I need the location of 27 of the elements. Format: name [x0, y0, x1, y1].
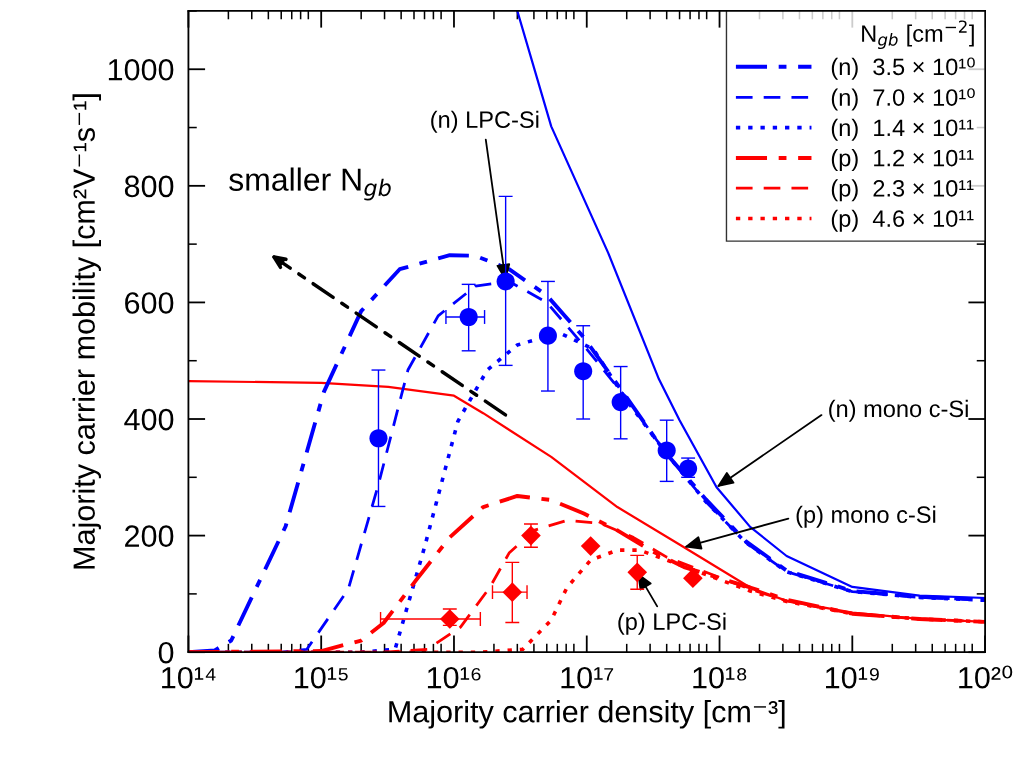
y-tick-label: 1000 [108, 58, 174, 81]
x-tick-label: 10¹⁸ [693, 666, 747, 689]
legend-title: N$_{gb}$ [cm$^{−2}$] [862, 20, 974, 50]
x-tick-label: 10¹⁵ [295, 666, 348, 689]
annotation: (p) LPC-Si [618, 612, 726, 635]
legend-label: (p) 4.6 × 10¹¹ [831, 209, 974, 232]
annotation: (p) mono c-Si [796, 505, 936, 528]
legend-label: (p) 2.3 × 10¹¹ [831, 179, 974, 202]
x-tick-label: 10¹⁷ [561, 666, 614, 689]
annotation: (n) mono c-Si [829, 399, 968, 422]
y-axis-title: Majority carrier mobility [cm²V⁻¹s⁻¹] [72, 94, 101, 569]
y-tick-label: 200 [125, 525, 174, 547]
x-tick-label: 10¹⁴ [162, 666, 216, 689]
legend-label: (p) 1.2 × 10¹¹ [831, 149, 974, 172]
legend-label: (n) 3.5 × 10¹⁰ [831, 57, 975, 80]
annotation: smaller N$_{gb}$ [229, 167, 391, 201]
y-tick-label: 400 [124, 408, 174, 431]
annotation: (n) LPC-Si [431, 110, 539, 133]
x-tick-label: 10¹⁶ [427, 666, 481, 689]
legend-label: (n) 7.0 × 10¹⁰ [831, 88, 975, 111]
legend-label: (n) 1.4 × 10¹¹ [831, 118, 974, 141]
y-tick-label: 600 [125, 292, 174, 314]
y-tick-label: 0 [158, 641, 174, 664]
y-tick-label: 800 [124, 175, 174, 198]
x-tick-label: 10²⁰ [959, 665, 1013, 689]
x-tick-label: 10¹⁹ [826, 666, 879, 689]
x-axis-title: Majority carrier density [cm⁻³] [389, 700, 785, 729]
